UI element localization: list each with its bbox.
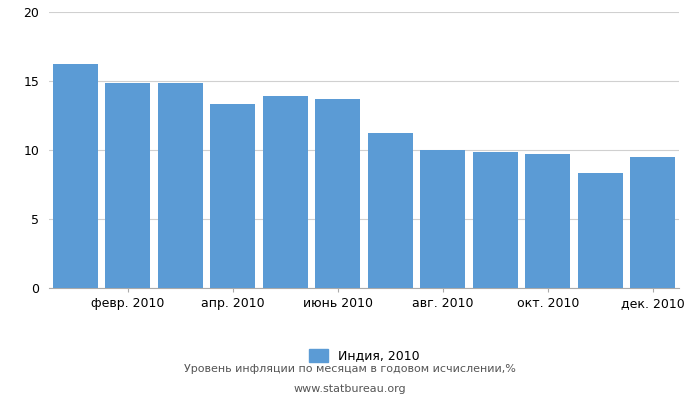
Bar: [316, 98, 360, 288]
Bar: [421, 150, 465, 288]
Bar: [211, 104, 255, 288]
Bar: [526, 154, 570, 288]
Bar: [473, 152, 517, 288]
Bar: [158, 83, 202, 288]
Text: www.statbureau.org: www.statbureau.org: [294, 384, 406, 394]
Text: Уровень инфляции по месяцам в годовом исчислении,%: Уровень инфляции по месяцам в годовом ис…: [184, 364, 516, 374]
Bar: [53, 64, 97, 288]
Bar: [106, 83, 150, 288]
Legend: Индия, 2010: Индия, 2010: [304, 344, 424, 368]
Bar: [368, 133, 412, 288]
Bar: [631, 157, 675, 288]
Bar: [263, 96, 307, 288]
Bar: [578, 173, 622, 288]
